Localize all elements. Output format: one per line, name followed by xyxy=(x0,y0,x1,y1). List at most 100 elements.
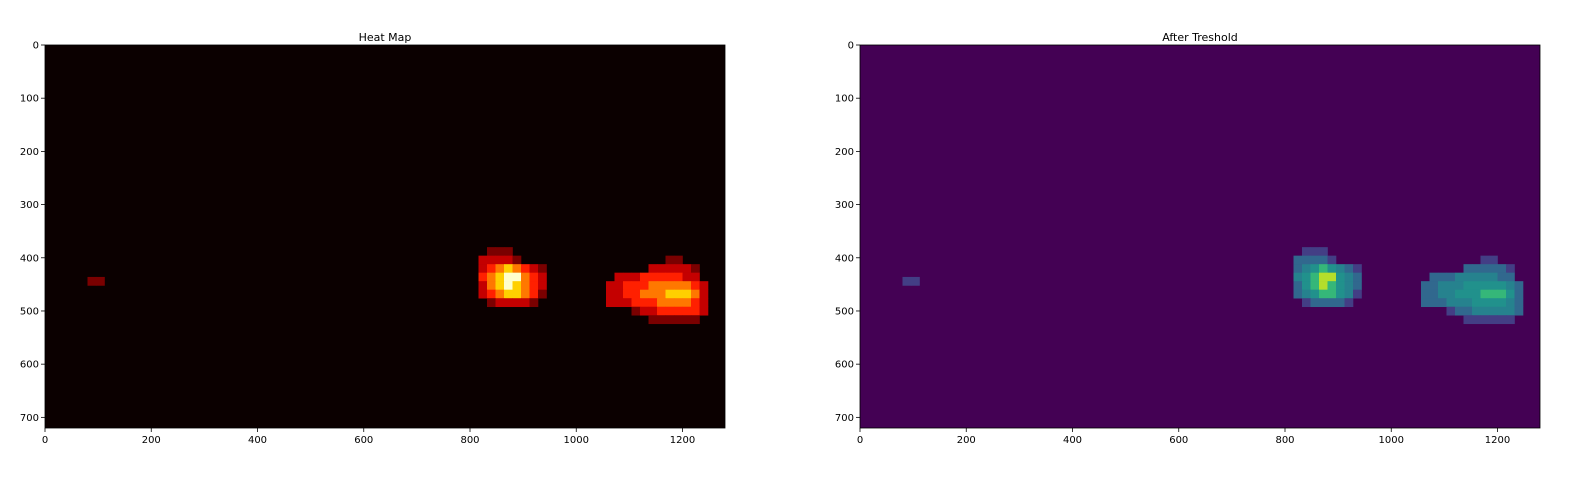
heat-map-cell xyxy=(674,315,683,324)
heat-map-cell xyxy=(657,264,666,273)
heat-map-cell xyxy=(640,281,649,290)
after-threshold-cell xyxy=(1328,290,1337,299)
after-threshold-cell xyxy=(1464,264,1473,273)
after-threshold-cell xyxy=(1489,290,1498,299)
heat-map-cell xyxy=(513,264,522,273)
heat-map-cell xyxy=(666,315,675,324)
heat-map-cell xyxy=(504,256,513,265)
heat-map-cell xyxy=(666,290,675,299)
after-threshold-cell xyxy=(1481,281,1490,290)
heat-map-cell xyxy=(496,273,505,282)
after-threshold-cell xyxy=(1311,290,1320,299)
after-threshold-x-tick-label: 1200 xyxy=(1485,435,1510,446)
after-threshold-cell xyxy=(1353,264,1362,273)
after-threshold-title: After Treshold xyxy=(1162,31,1238,44)
after-threshold-cell xyxy=(1498,307,1507,316)
after-threshold-cell xyxy=(1311,247,1320,256)
after-threshold-cell xyxy=(1421,298,1430,307)
heat-map-cell xyxy=(530,273,539,282)
after-threshold-cell xyxy=(1506,281,1515,290)
after-threshold-cell xyxy=(1319,273,1328,282)
heat-map-cell xyxy=(504,298,513,307)
heat-map-cell xyxy=(674,298,683,307)
heat-map-cell xyxy=(513,273,522,282)
heat-map-cell xyxy=(615,298,624,307)
after-threshold-cell xyxy=(1311,256,1320,265)
heat-map-cell xyxy=(649,307,658,316)
heat-map-cell xyxy=(479,256,488,265)
heat-map-y-tick-label: 700 xyxy=(20,413,39,424)
after-threshold-cell xyxy=(1328,281,1337,290)
heat-map-cell xyxy=(487,256,496,265)
after-threshold-cell xyxy=(1430,298,1439,307)
heat-map-cell xyxy=(504,290,513,299)
heat-map-cell xyxy=(623,290,632,299)
heat-map-y-tick-label: 500 xyxy=(20,306,39,317)
heat-map-plot-area xyxy=(45,45,725,428)
after-threshold-x-tick-label: 400 xyxy=(1063,435,1082,446)
after-threshold-x-tick-label: 0 xyxy=(857,435,863,446)
after-threshold-cell xyxy=(1489,264,1498,273)
after-threshold-cell xyxy=(1489,281,1498,290)
heat-map-cell xyxy=(606,281,615,290)
after-threshold-cell xyxy=(1302,247,1311,256)
heat-map-cell xyxy=(649,298,658,307)
heat-map-cell xyxy=(640,290,649,299)
after-threshold-cell xyxy=(1515,281,1524,290)
after-threshold-cell xyxy=(1489,307,1498,316)
after-threshold-cell xyxy=(1498,315,1507,324)
heat-map-cell xyxy=(683,264,692,273)
heat-map-cell xyxy=(674,290,683,299)
heat-map-cell xyxy=(649,264,658,273)
heat-map-cell xyxy=(657,281,666,290)
after-threshold-cell xyxy=(1438,281,1447,290)
after-threshold-cell xyxy=(1472,273,1481,282)
after-threshold-cell xyxy=(1302,298,1311,307)
heat-map-cell xyxy=(606,298,615,307)
after-threshold-cell xyxy=(1447,273,1456,282)
after-threshold-cell xyxy=(1506,290,1515,299)
after-threshold-cell xyxy=(1472,290,1481,299)
heat-map-x-tick-label: 200 xyxy=(142,435,161,446)
heat-map-cell xyxy=(657,315,666,324)
heat-map-cell xyxy=(615,273,624,282)
after-threshold-cell xyxy=(1506,264,1515,273)
heat-map-cell xyxy=(632,307,641,316)
after-threshold-cell xyxy=(1328,298,1337,307)
after-threshold-y-tick-label: 200 xyxy=(835,147,854,158)
after-threshold-x-tick-label: 600 xyxy=(1169,435,1188,446)
after-threshold-cell xyxy=(1515,307,1524,316)
after-threshold-cell xyxy=(1481,256,1490,265)
heat-map-cell xyxy=(513,281,522,290)
heat-map-y-tick-label: 100 xyxy=(20,94,39,105)
heat-map-cell xyxy=(691,264,700,273)
heat-map-y-tick-label: 300 xyxy=(20,200,39,211)
heat-map-cell xyxy=(479,273,488,282)
after-threshold-cell xyxy=(1481,298,1490,307)
heat-map-cell xyxy=(496,264,505,273)
after-threshold-cell xyxy=(1447,290,1456,299)
heat-map-cell xyxy=(683,315,692,324)
heat-map-cell xyxy=(657,298,666,307)
heat-map-panel: Heat Map 0 200 400 600 800 1000 1200 0 100 200 300… xyxy=(20,31,725,446)
after-threshold-cell xyxy=(1438,273,1447,282)
heat-map-cell xyxy=(666,264,675,273)
after-threshold-cell xyxy=(1302,290,1311,299)
after-threshold-cell xyxy=(1294,273,1303,282)
after-threshold-cell xyxy=(1489,273,1498,282)
after-threshold-cell xyxy=(1311,264,1320,273)
heat-map-cell xyxy=(487,281,496,290)
after-threshold-cell xyxy=(1421,281,1430,290)
after-threshold-cell xyxy=(1311,298,1320,307)
heat-map-cell xyxy=(521,290,530,299)
heat-map-cell xyxy=(623,298,632,307)
after-threshold-y-tick-label: 0 xyxy=(848,41,854,52)
after-threshold-cell xyxy=(1506,307,1515,316)
heat-map-cell xyxy=(496,247,505,256)
heat-map-cell xyxy=(683,298,692,307)
heat-map-cell xyxy=(530,298,539,307)
heat-map-cell xyxy=(487,273,496,282)
after-threshold-cell xyxy=(1455,290,1464,299)
heat-map-cell xyxy=(683,290,692,299)
heat-map-cell xyxy=(640,273,649,282)
